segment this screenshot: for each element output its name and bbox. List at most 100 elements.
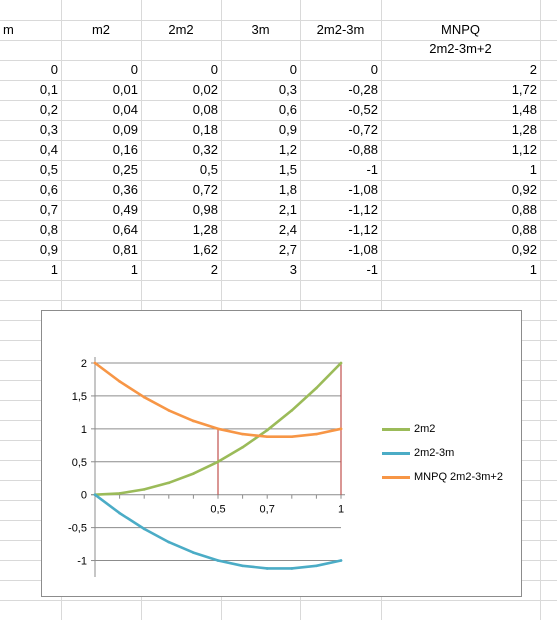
legend-swatch (382, 476, 410, 479)
data-cell[interactable]: 0,72 (192, 182, 218, 197)
data-cell[interactable]: 0 (50, 62, 58, 77)
data-cell[interactable]: 0,3 (278, 82, 297, 97)
data-cell[interactable]: 0,16 (112, 142, 138, 157)
data-cell[interactable]: 1,72 (511, 82, 537, 97)
data-cell[interactable]: 0,81 (112, 242, 138, 257)
data-cell[interactable]: 0,92 (511, 182, 537, 197)
data-cell[interactable]: 0,7 (39, 202, 58, 217)
data-cell[interactable]: -1 (366, 162, 378, 177)
data-cell[interactable]: 2 (529, 62, 537, 77)
data-cell[interactable]: 0,02 (192, 82, 218, 97)
header-cell[interactable]: MNPQ (441, 22, 480, 37)
data-point (216, 559, 220, 562)
header-cell[interactable]: 2m2 (168, 22, 194, 37)
data-cell[interactable]: 0 (370, 62, 378, 77)
data-point (290, 435, 294, 439)
data-cell[interactable]: -0,52 (348, 102, 378, 117)
data-cell[interactable]: 0,4 (39, 142, 58, 157)
header-cell[interactable]: 2m2-3m+2 (429, 41, 492, 56)
row-line (0, 220, 557, 221)
column-line (540, 0, 541, 620)
data-cell[interactable]: 1,48 (511, 102, 537, 117)
data-cell[interactable]: 1 (50, 262, 58, 277)
data-cell[interactable]: -0,72 (348, 122, 378, 137)
data-point (192, 551, 195, 554)
data-point (241, 564, 244, 568)
x-tick-label-background (328, 501, 354, 516)
data-cell[interactable]: 0,8 (39, 222, 58, 237)
header-cell[interactable]: 2m2-3m (316, 22, 365, 37)
data-cell[interactable]: 0 (289, 62, 297, 77)
y-tick-label: 0,5 (72, 457, 87, 469)
header-cell[interactable]: 3m (251, 22, 270, 37)
data-cell[interactable]: 0,01 (112, 82, 138, 97)
data-point (118, 511, 121, 515)
data-cell[interactable]: 0,5 (39, 162, 58, 177)
data-point (216, 427, 220, 431)
data-cell[interactable]: 1,12 (511, 142, 537, 157)
data-cell[interactable]: 0,5 (199, 162, 218, 177)
row-line (0, 40, 557, 41)
data-cell[interactable]: 0,6 (39, 182, 58, 197)
data-cell[interactable]: 0,9 (39, 242, 58, 257)
data-cell[interactable]: 0,18 (192, 122, 218, 137)
data-cell[interactable]: 1,5 (278, 162, 297, 177)
x-tick-label: 1 (338, 504, 344, 516)
data-cell[interactable]: 2,1 (278, 202, 297, 217)
data-cell[interactable]: -1,12 (348, 222, 378, 237)
data-cell[interactable]: 1,28 (192, 222, 218, 237)
data-cell[interactable]: -1,12 (348, 202, 378, 217)
row-line (0, 240, 557, 241)
data-cell[interactable]: 1 (529, 162, 537, 177)
chart-object[interactable]: -1 -0,5 0 0,5 1 1,5 2 0,5 0,7 1 2m2 2m2-3m MNPQ 2m2… (41, 310, 522, 597)
data-cell[interactable]: 0,25 (112, 162, 138, 177)
row-line (0, 260, 557, 261)
data-point (142, 395, 146, 399)
data-cell[interactable]: 0,6 (278, 102, 297, 117)
data-cell[interactable]: 0,3 (39, 122, 58, 137)
data-point (93, 361, 97, 365)
header-cell[interactable]: m (3, 22, 14, 37)
data-cell[interactable]: 0,2 (39, 102, 58, 117)
data-cell[interactable]: 0 (210, 62, 218, 77)
data-cell[interactable]: 1,28 (511, 122, 537, 137)
data-cell[interactable]: -0,28 (348, 82, 378, 97)
data-cell[interactable]: 0,49 (112, 202, 138, 217)
data-cell[interactable]: -0,88 (348, 142, 378, 157)
data-cell[interactable]: 1 (529, 262, 537, 277)
data-cell[interactable]: 1 (130, 262, 138, 277)
data-cell[interactable]: 2 (210, 262, 218, 277)
data-cell[interactable]: 0,09 (112, 122, 138, 137)
data-cell[interactable]: 0,64 (112, 222, 138, 237)
y-tick-label: -1 (77, 556, 87, 568)
data-cell[interactable]: 2,4 (278, 222, 297, 237)
y-tick-label: -0,5 (68, 523, 87, 535)
data-cell[interactable]: 3 (289, 262, 297, 277)
data-cell[interactable]: 0,88 (511, 222, 537, 237)
data-cell[interactable]: 0,1 (39, 82, 58, 97)
data-cell[interactable]: 0,92 (511, 242, 537, 257)
data-cell[interactable]: 1,8 (278, 182, 297, 197)
x-tick-label-background (254, 501, 281, 516)
data-cell[interactable]: 0,04 (112, 102, 138, 117)
data-cell[interactable]: 2,7 (278, 242, 297, 257)
data-cell[interactable]: 0,88 (511, 202, 537, 217)
row-line (0, 60, 557, 61)
data-cell[interactable]: 0,36 (112, 182, 138, 197)
header-cell[interactable]: m2 (91, 22, 111, 37)
data-point (142, 488, 146, 491)
data-cell[interactable]: 1,62 (192, 242, 218, 257)
data-point (265, 567, 269, 570)
data-cell[interactable]: 0 (130, 62, 138, 77)
data-cell[interactable]: -1 (366, 262, 378, 277)
data-cell[interactable]: 0,08 (192, 102, 218, 117)
data-cell[interactable]: 0,9 (278, 122, 297, 137)
row-line (0, 80, 557, 81)
data-point (241, 445, 244, 449)
data-cell[interactable]: -1,08 (348, 182, 378, 197)
data-cell[interactable]: -1,08 (348, 242, 378, 257)
legend-swatch (382, 452, 410, 455)
data-cell[interactable]: 0,32 (192, 142, 218, 157)
data-cell[interactable]: 0,98 (192, 202, 218, 217)
data-cell[interactable]: 1,2 (278, 142, 297, 157)
